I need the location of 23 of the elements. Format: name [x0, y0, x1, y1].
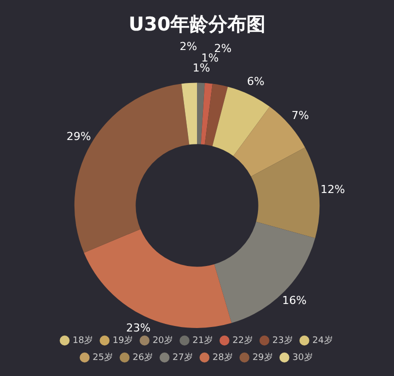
data-label: 23%	[126, 322, 151, 335]
legend-label: 22岁	[232, 334, 253, 346]
data-label: 1%	[201, 51, 219, 64]
legend-label: 25岁	[92, 352, 114, 363]
data-label: 2%	[180, 40, 198, 53]
legend-label: 30岁	[292, 352, 313, 363]
legend-label: 24岁	[312, 334, 333, 346]
legend-label: 23岁	[272, 334, 293, 346]
legend-label: 27岁	[172, 352, 193, 363]
legend-label: 29岁	[252, 352, 273, 363]
legend-label: 26岁	[132, 352, 154, 363]
legend-label: 20岁	[152, 334, 174, 346]
legend-label: 28岁	[212, 352, 233, 363]
legend-label: 21岁	[192, 334, 213, 346]
chart-title: U30年龄分布图	[128, 13, 266, 36]
data-label: 29%	[66, 130, 91, 143]
data-label: 12%	[320, 183, 345, 196]
data-label: 7%	[292, 108, 309, 122]
data-label: 1%	[192, 62, 210, 75]
data-label: 16%	[282, 294, 307, 308]
legend-label: 18岁	[72, 334, 94, 346]
legend-label: 19岁	[112, 334, 134, 346]
data-label: 6%	[246, 74, 264, 88]
